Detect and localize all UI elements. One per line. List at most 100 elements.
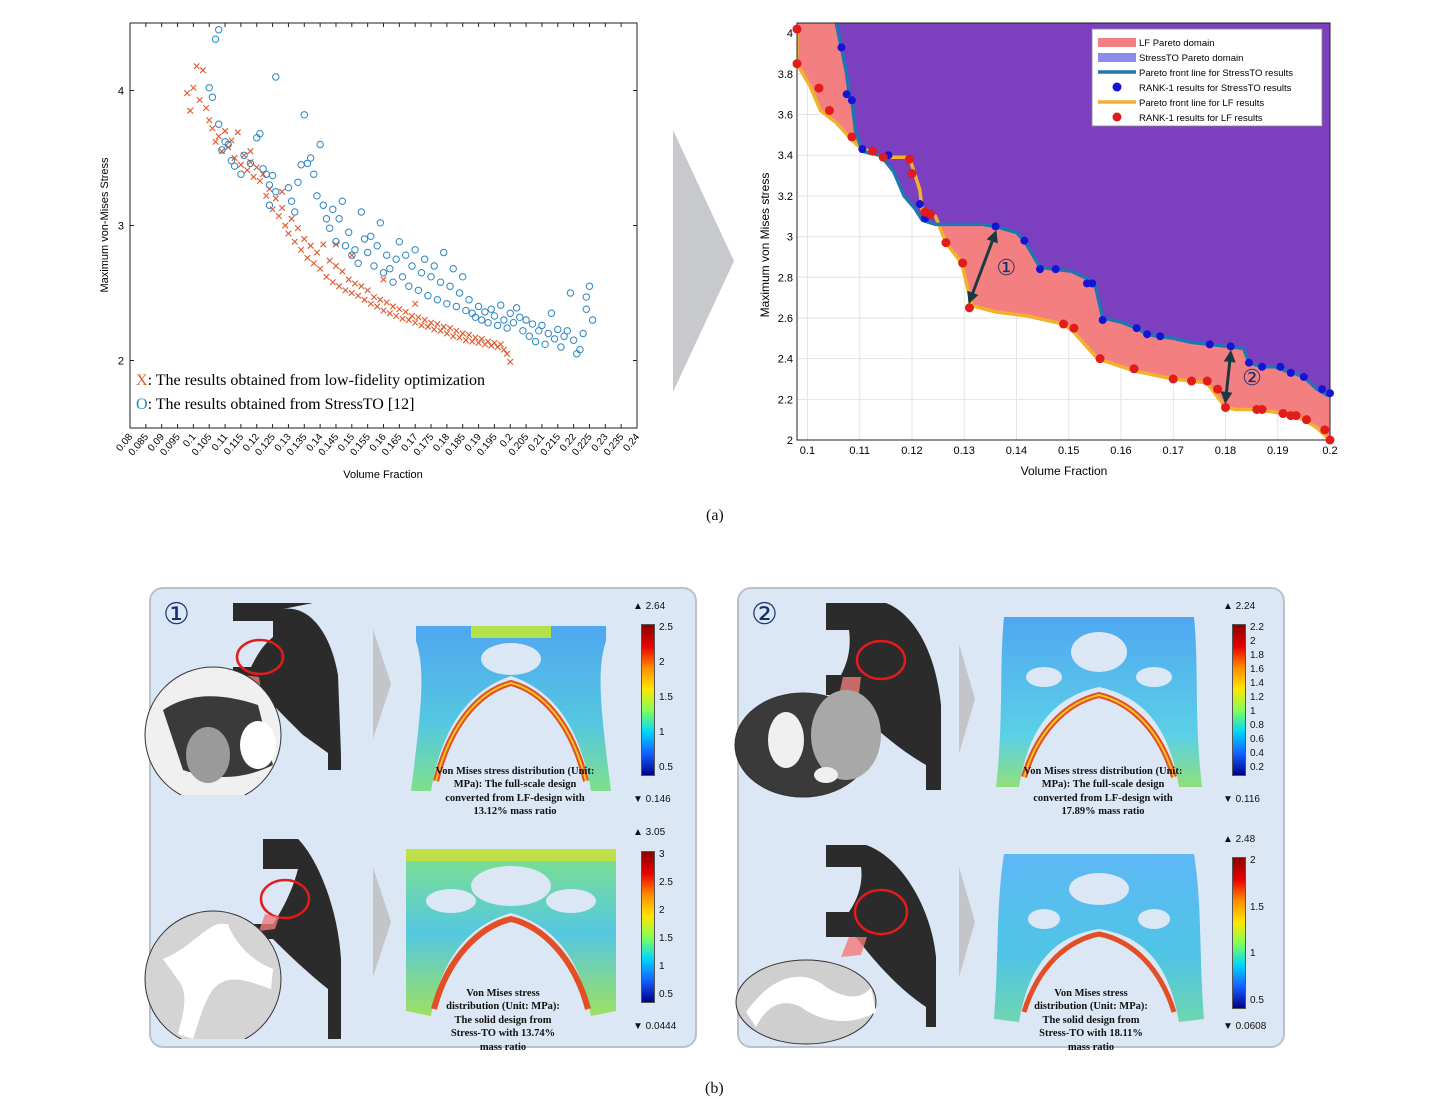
colorbar-ticks: 2 1.5 1 0.5 [1250,855,1280,1007]
lf-point-marker [247,158,254,166]
stressto-point-marker [354,259,362,268]
y-tick-label: 3.2 [778,191,793,203]
x-tick-label: 0.14 [1006,445,1027,457]
rank1-lf-point [964,303,974,313]
stressto-point-marker [557,343,565,351]
stressto-point-marker [478,316,486,324]
lf-point-marker [459,330,466,337]
stressto-point-marker [455,289,464,297]
lf-point-marker [377,296,384,303]
lf-point-marker [370,293,378,301]
rank1-lf-point [1325,435,1335,445]
stressto-point-marker [401,251,410,259]
stressto-point-marker [319,201,327,209]
colorbar-ticks: 2.2 2 1.8 1.6 1.4 1.2 1 0.8 0.6 0.4 0.2 [1250,622,1280,774]
rank1-lf-point [941,238,951,248]
caption-a: (a) [706,507,724,524]
x-tick-label: 0.15 [1058,445,1079,457]
lf-point-marker [297,246,305,253]
lf-point-marker [503,350,511,357]
stressto-point-marker [284,184,293,192]
colorbar-tick-label: 1.5 [1250,901,1264,913]
y-tick-label: 2 [118,356,124,368]
pareto-xlabel: Volume Fraction [1021,464,1108,478]
lf-point-marker [278,204,286,212]
stressto-point-marker [414,286,423,294]
stressto-point-marker [531,337,540,346]
lf-point-marker [282,222,289,229]
stressto-point-marker [417,269,426,277]
legend-lf-domain: LF Pareto domain [1139,38,1215,49]
lf-point-marker [348,289,356,297]
y-tick-label: 3.8 [778,69,793,81]
rank1-stressto-point [1299,372,1308,381]
stressto-point-marker [268,171,277,180]
stressto-point-marker [566,289,575,297]
colorbar-tick-label: 2 [659,905,665,916]
stressto-point-marker [424,292,432,300]
x-tick-label: 0.12 [901,445,922,457]
stressto-point-marker [215,26,223,34]
rank1-lf-point [1129,364,1139,374]
stressto-point-marker [265,181,274,189]
stressto-point-marker [493,321,502,330]
lf-point-marker [383,299,390,306]
lf-point-marker [199,67,207,74]
colorbar-tick-label: 0.5 [659,989,673,1000]
lf-point-marker [228,137,235,144]
y-tick-label: 2.6 [778,313,793,325]
lf-point-marker [206,117,213,124]
pareto-legend: LF Pareto domain StressTO Pareto domain … [1091,28,1323,127]
colorbar-tick-label: 1.6 [1250,664,1264,675]
lf-point-marker [354,292,362,299]
y-tick-label: 3 [118,221,124,233]
rank1-stressto-point [1098,315,1107,324]
rank1-lf-point [868,146,878,156]
stressto-point-marker [519,327,527,335]
colorbar-max: ▲ 3.05 [633,827,666,838]
colorbar [1232,624,1246,776]
y-tick-label: 4 [787,28,793,40]
stressto-point-marker [528,320,537,328]
stress-contour-plot [996,617,1202,787]
stressto-point-marker [341,242,350,250]
stressto-point-marker [227,157,236,165]
stressto-point-marker [335,215,343,223]
lf-point-marker [472,334,479,341]
stressto-point-marker [522,316,530,324]
rank1-stressto-point [1143,330,1152,339]
stressto-point-marker [329,205,337,214]
lf-point-marker [465,331,473,339]
stress-contour-plot [994,854,1204,1022]
lf-point-marker [326,257,333,264]
stressto-point-marker [379,269,388,277]
stressto-point-marker [582,305,590,313]
lf-point-marker [332,241,340,248]
x-tick-label: 0.18 [1215,445,1236,457]
stressto-point-marker [230,162,239,170]
scatter-chart: 0.080.0850.090.0950.10.1050.110.1150.120… [99,22,643,481]
colorbar-tick-label: 2.5 [659,877,673,888]
rank1-stressto-point [858,145,867,154]
lf-point-marker [234,129,241,136]
annotation-label: ① [997,255,1017,280]
y-tick-label: 3 [787,232,793,244]
lf-point-marker [446,324,454,332]
stress-contour-plot [411,626,611,791]
stressto-point-marker [462,306,470,315]
stressto-point-marker [259,165,267,173]
colorbar-tick-label: 1 [1250,948,1256,960]
stressto-point-marker [405,282,413,290]
stressto-point-marker [370,262,378,270]
rank1-lf-point [1257,404,1267,414]
panel-2-row-2-desc: Von Mises stress distribution (Unit: MPa… [1034,988,1148,1053]
rank1-stressto-point [1020,236,1029,245]
lf-point-marker [202,104,210,112]
colorbar-min: ▼ 0.0608 [1223,1021,1267,1032]
scatter-ylabel: Maximum von-Mises Stress [99,157,111,293]
stressto-point-marker [512,304,521,312]
stressto-point-marker [240,151,248,160]
colorbar-min: ▼ 0.116 [1223,794,1260,805]
colorbar [641,851,655,1003]
stressto-point-marker [367,232,375,241]
